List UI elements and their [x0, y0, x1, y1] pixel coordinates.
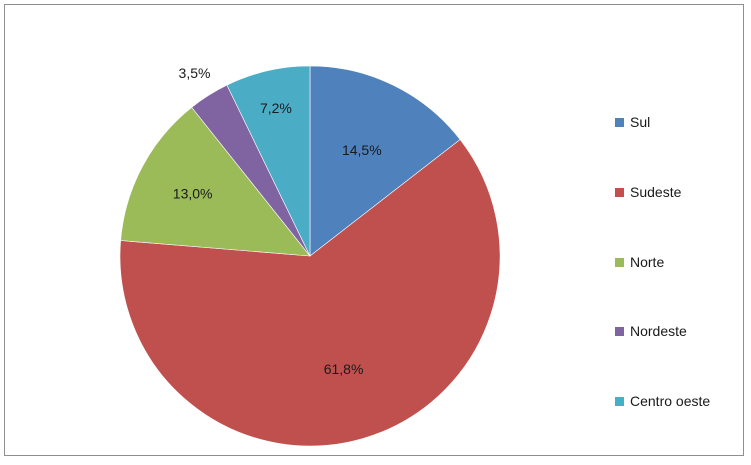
data-label-sul: 14,5%: [342, 142, 382, 158]
legend-label-sudeste: Sudeste: [630, 184, 682, 200]
legend-label-sul: Sul: [630, 114, 651, 130]
pie-slice-sudeste: [119, 139, 501, 447]
legend-swatch-sudeste: [615, 188, 624, 197]
pie-slices: [119, 65, 501, 447]
legend-label-nordeste: Nordeste: [630, 323, 687, 339]
pie-slice-sul: [309, 65, 461, 257]
pie-chart: 14,5% 61,8% 13,0% 3,5% 7,2%: [119, 65, 501, 447]
legend-label-norte: Norte: [630, 254, 665, 270]
data-label-norte: 13,0%: [173, 185, 213, 201]
pie-slice-centro-oeste: [226, 65, 311, 257]
legend-swatch-nordeste: [615, 327, 624, 336]
legend-swatch-centro-oeste: [615, 397, 624, 406]
legend-label-centro-oeste: Centro oeste: [630, 393, 711, 409]
data-label-nordeste: 3,5%: [179, 65, 211, 81]
data-label-sudeste: 61,8%: [324, 361, 364, 377]
pie-data-labels: 14,5% 61,8% 13,0% 3,5% 7,2%: [173, 65, 382, 377]
chart-frame: 14,5% 61,8% 13,0% 3,5% 7,2% Sul Sudeste Nort…: [4, 4, 744, 456]
data-label-centro-oeste: 7,2%: [260, 100, 292, 116]
pie-slice-norte: [120, 106, 311, 257]
legend-swatch-sul: [615, 118, 624, 127]
legend-swatch-norte: [615, 258, 624, 267]
